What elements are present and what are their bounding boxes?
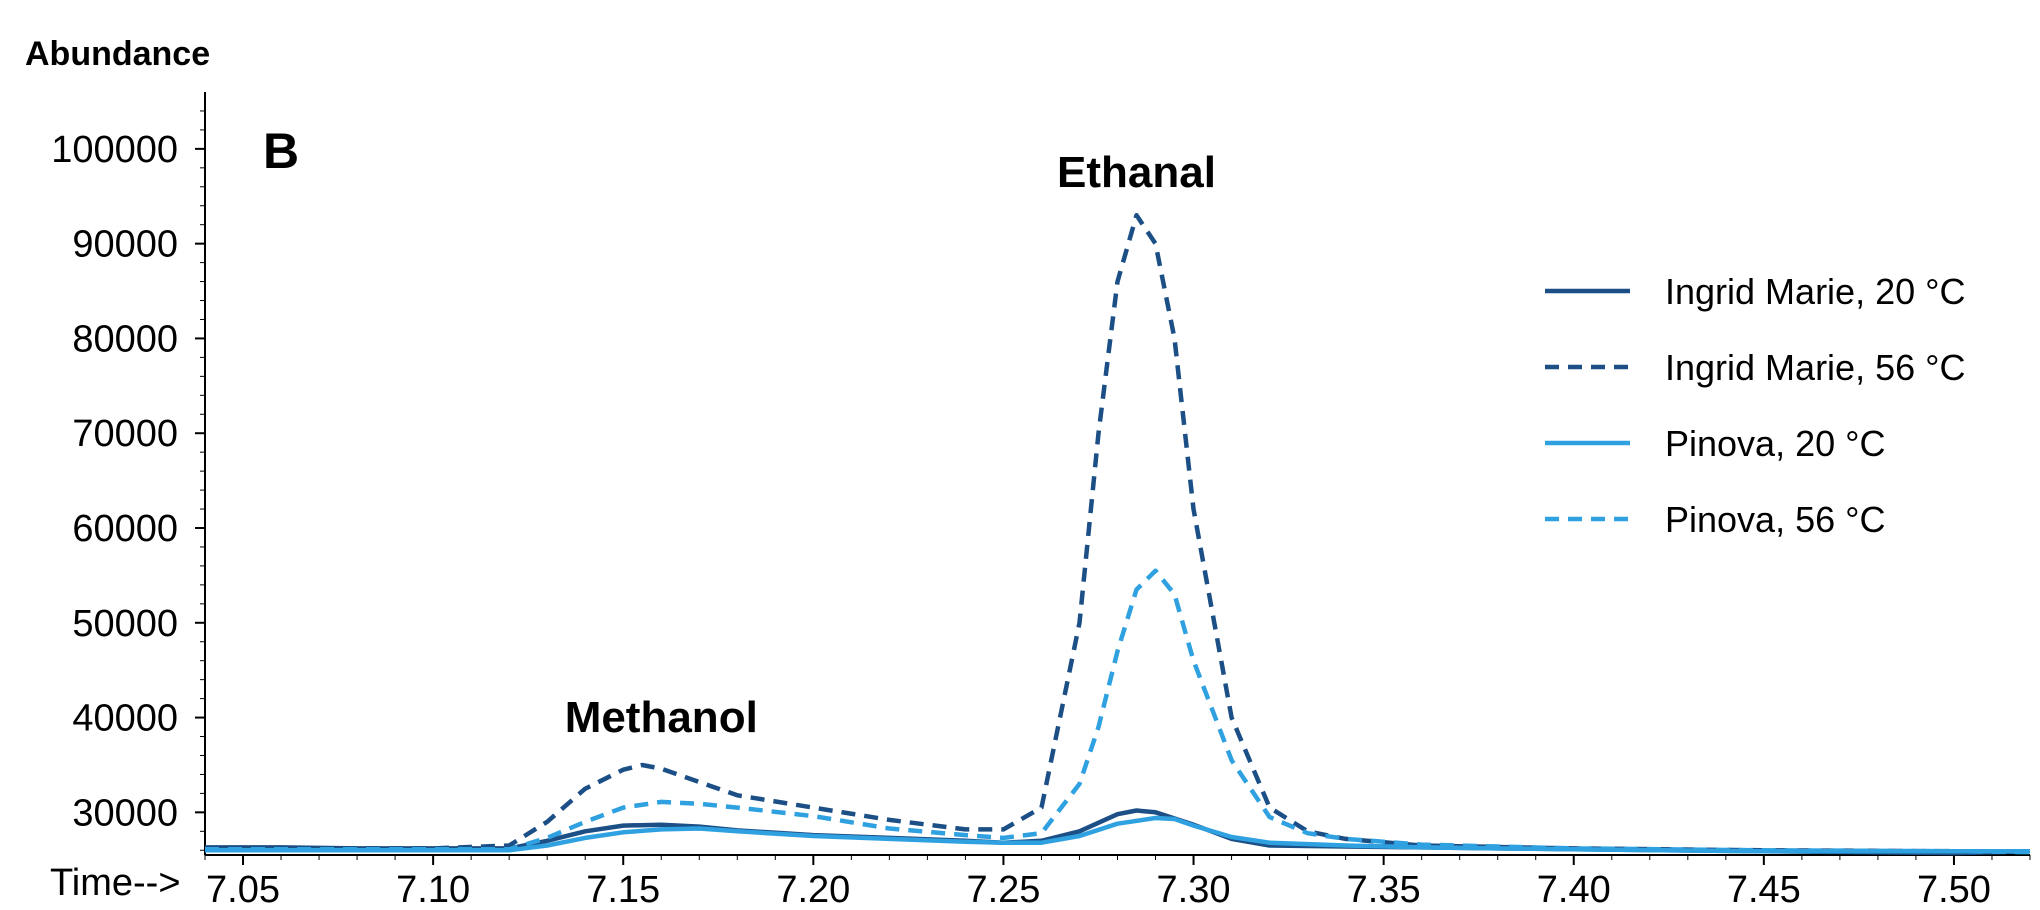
y-tick-label: 90000 <box>72 224 178 266</box>
y-tick-label: 50000 <box>72 603 178 645</box>
x-ticks: 7.05 7.10 7.15 7.20 7.25 7.30 7.35 7.40 7.45 7.50 <box>206 855 1991 910</box>
peak-annotation: Ethanal <box>1057 148 1216 197</box>
peak-annotation: Methanol <box>565 693 758 742</box>
x-tick-label: 7.10 <box>396 869 470 910</box>
x-tick-label: 7.50 <box>1917 869 1991 910</box>
x-tick-label: 7.30 <box>1157 869 1231 910</box>
series-line <box>205 212 2030 854</box>
series-line <box>205 815 2030 854</box>
legend: Ingrid Marie, 20 °C Ingrid Marie, 56 °C Pi… <box>1545 271 1966 540</box>
series-lines <box>205 212 2031 856</box>
series-line <box>205 808 2031 856</box>
panel-label: B <box>263 123 299 179</box>
x-tick-label: 7.15 <box>586 869 660 910</box>
x-tick-label: 7.05 <box>206 869 280 910</box>
y-tick-label: 80000 <box>72 318 178 360</box>
x-tick-label: 7.20 <box>776 869 850 910</box>
annotations: Methanol Ethanal <box>565 148 1216 742</box>
x-tick-label: 7.25 <box>966 869 1040 910</box>
legend-label: Ingrid Marie, 56 °C <box>1665 347 1966 388</box>
y-axis-title: Abundance <box>25 35 210 73</box>
y-tick-label: 60000 <box>72 508 178 550</box>
x-tick-label: 7.35 <box>1347 869 1421 910</box>
legend-label: Pinova, 56 °C <box>1665 499 1886 540</box>
x-tick-label: 7.45 <box>1727 869 1801 910</box>
x-axis-title: Time--> <box>50 862 181 904</box>
axes: 30000 40000 50000 60000 70000 80000 90000 10000… <box>51 92 2031 910</box>
x-tick-label: 7.40 <box>1537 869 1611 910</box>
legend-label: Ingrid Marie, 20 °C <box>1665 271 1966 312</box>
y-tick-label: 100000 <box>51 129 178 171</box>
y-tick-label: 70000 <box>72 413 178 455</box>
y-tick-label: 40000 <box>72 698 178 740</box>
y-tick-label: 30000 <box>72 792 178 834</box>
legend-label: Pinova, 20 °C <box>1665 423 1886 464</box>
y-ticks: 30000 40000 50000 60000 70000 80000 90000 10000… <box>51 129 205 834</box>
series-line <box>205 568 2031 855</box>
